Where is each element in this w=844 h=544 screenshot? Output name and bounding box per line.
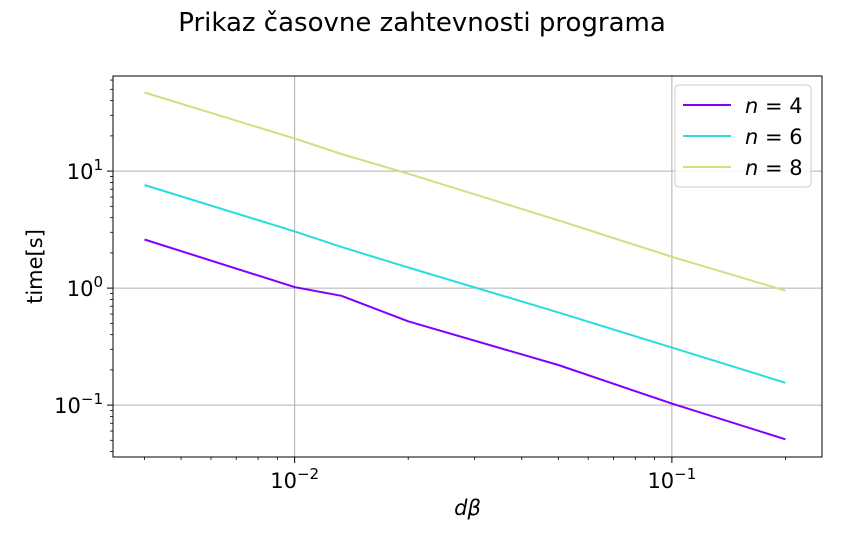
legend-equals: = bbox=[758, 94, 789, 118]
x-tick-label: 10−1 bbox=[647, 465, 696, 493]
y-tick-exponent: 0 bbox=[93, 273, 103, 291]
legend-equals: = bbox=[758, 156, 789, 180]
x-tick-label: 10−2 bbox=[270, 465, 319, 493]
legend-box bbox=[674, 84, 812, 188]
y-tick-base: 10 bbox=[67, 277, 94, 301]
x-tick-exponent: −2 bbox=[297, 465, 319, 483]
legend-variable: n bbox=[745, 156, 758, 180]
legend-variable: n bbox=[745, 125, 758, 149]
y-tick-base: 10 bbox=[54, 394, 81, 418]
legend-label-n8: n = 8 bbox=[745, 156, 803, 180]
legend-variable: n bbox=[745, 94, 758, 118]
legend-value: 6 bbox=[789, 125, 802, 149]
plot-frame bbox=[112, 75, 823, 458]
y-tick-label: 100 bbox=[67, 273, 103, 301]
series-line-n4 bbox=[144, 238, 786, 441]
y-tick-label: 10−1 bbox=[54, 390, 103, 418]
y-tick-label: 101 bbox=[67, 156, 103, 184]
x-tick-base: 10 bbox=[270, 469, 297, 493]
series-line-n8 bbox=[144, 91, 786, 292]
legend-value: 8 bbox=[789, 156, 802, 180]
y-tick-exponent: 1 bbox=[93, 156, 103, 174]
x-axis-label: dβ bbox=[454, 496, 481, 520]
y-axis-label: time[s] bbox=[23, 229, 47, 304]
series-line-n6 bbox=[144, 184, 786, 384]
legend-label-n4: n = 4 bbox=[745, 94, 803, 118]
x-tick-exponent: −1 bbox=[674, 465, 696, 483]
x-tick-base: 10 bbox=[647, 469, 674, 493]
legend-equals: = bbox=[758, 125, 789, 149]
series-lines bbox=[144, 91, 786, 441]
chart-title: Prikaz časovne zahtevnosti programa bbox=[178, 8, 666, 38]
y-tick-base: 10 bbox=[67, 160, 94, 184]
legend: n = 4n = 6n = 8 bbox=[674, 84, 812, 188]
legend-value: 4 bbox=[789, 94, 802, 118]
y-tick-exponent: −1 bbox=[81, 390, 103, 408]
legend-label-n6: n = 6 bbox=[745, 125, 803, 149]
